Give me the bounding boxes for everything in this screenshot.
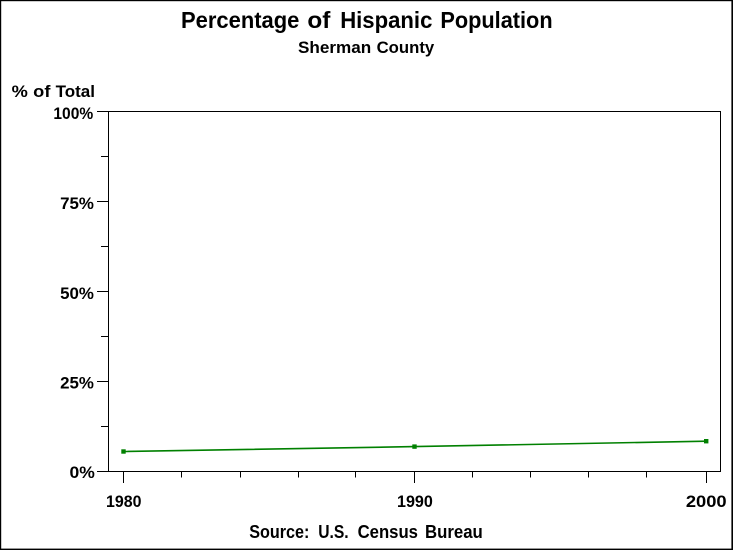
svg-text:Percentage: Percentage	[181, 7, 299, 33]
svg-text:Census: Census	[358, 522, 418, 542]
svg-text:Total: Total	[56, 82, 95, 101]
svg-text:75%: 75%	[60, 194, 94, 213]
svg-text:Bureau: Bureau	[425, 522, 483, 542]
svg-text:%: %	[12, 82, 28, 101]
svg-text:Hispanic: Hispanic	[340, 7, 432, 33]
svg-text:Source:: Source:	[249, 522, 309, 542]
svg-text:U.S.: U.S.	[318, 522, 348, 542]
svg-text:25%: 25%	[60, 374, 94, 393]
svg-text:of: of	[307, 7, 330, 33]
svg-text:County: County	[377, 38, 435, 57]
svg-text:50%: 50%	[60, 284, 94, 303]
svg-text:0%: 0%	[70, 463, 95, 482]
svg-text:Population: Population	[440, 7, 552, 33]
svg-text:2000: 2000	[686, 492, 727, 511]
svg-text:1980: 1980	[106, 492, 141, 511]
svg-text:100%: 100%	[53, 104, 93, 123]
svg-text:of: of	[33, 82, 51, 101]
svg-text:Sherman: Sherman	[298, 38, 371, 57]
svg-text:1990: 1990	[397, 492, 433, 511]
